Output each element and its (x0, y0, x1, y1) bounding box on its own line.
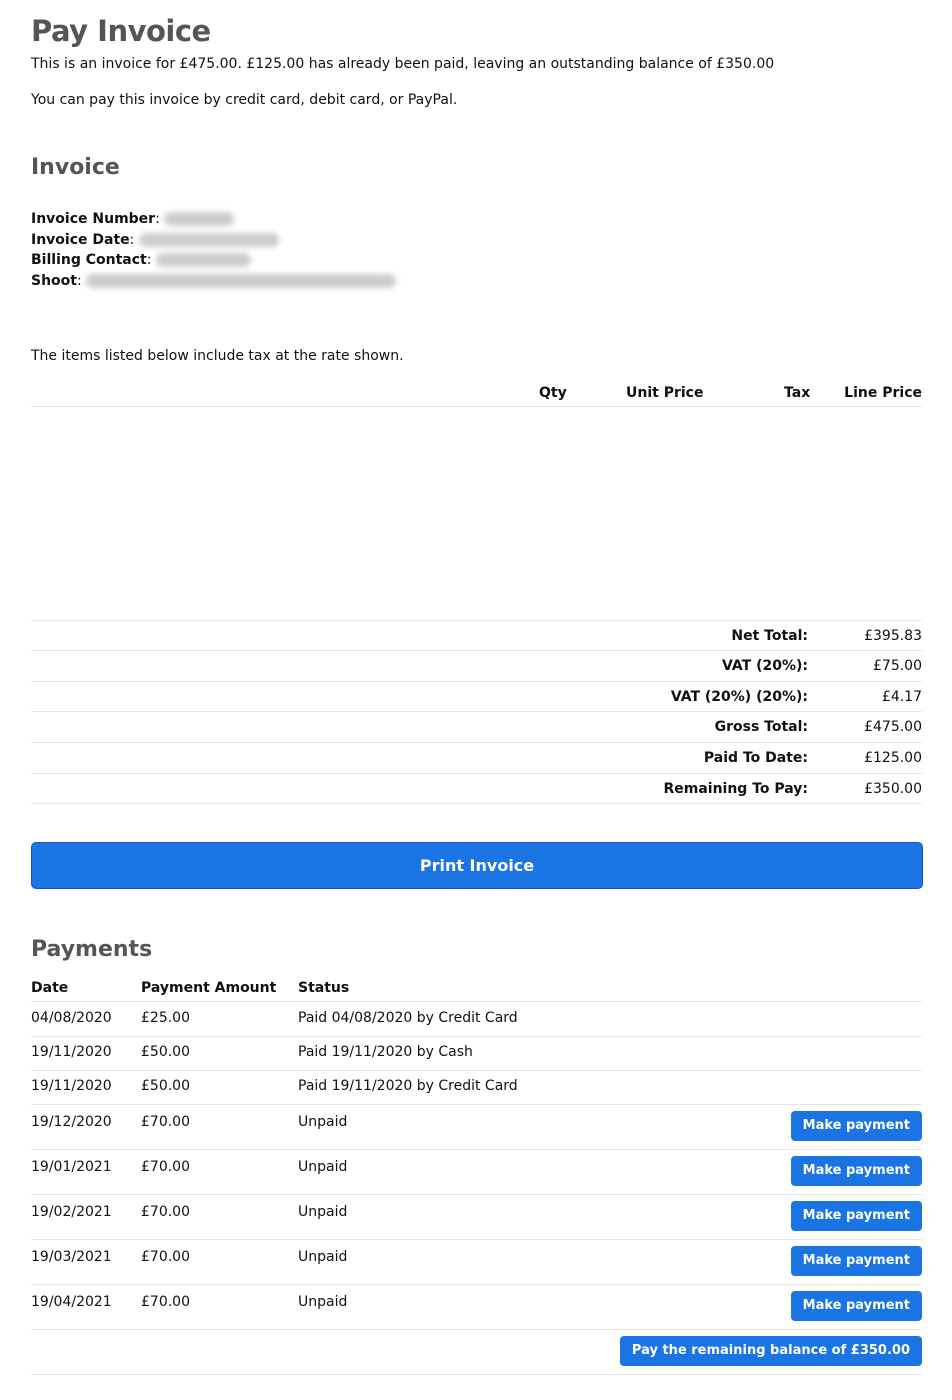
totals-row: Paid To Date: £125.00 (31, 745, 922, 775)
payment-row: 19/12/2020 £70.00 Unpaid Make payment (31, 1111, 922, 1156)
payment-date: 19/12/2020 (31, 1114, 112, 1130)
totals-row: VAT (20%) (20%): £4.17 (31, 684, 922, 714)
payment-amount: £70.00 (141, 1114, 190, 1130)
payment-row: 04/08/2020 £25.00 Paid 04/08/2020 by Cre… (31, 1009, 922, 1043)
col-qty: Qty (539, 385, 567, 401)
totals-value: £4.17 (881, 689, 922, 705)
totals-value: £75.00 (873, 658, 922, 674)
divider (31, 650, 922, 651)
print-invoice-button[interactable]: Print Invoice (31, 842, 923, 889)
divider (31, 742, 922, 743)
invoice-number-label: Invoice Number (31, 211, 156, 227)
payment-amount: £70.00 (141, 1294, 190, 1310)
divider (31, 1001, 922, 1002)
divider (31, 1070, 922, 1071)
shoot-label: Shoot (31, 272, 77, 289)
col-status: Status (298, 980, 350, 996)
totals-label: VAT (20%): (722, 658, 808, 674)
redacted-value (86, 273, 397, 288)
billing-contact-label: Billing Contact (31, 252, 147, 268)
col-date: Date (31, 980, 69, 996)
col-tax: Tax (784, 385, 811, 401)
totals-label: Remaining To Pay: (663, 781, 808, 797)
divider (31, 1036, 922, 1037)
payment-status: Unpaid (298, 1114, 348, 1130)
payment-date: 04/08/2020 (31, 1010, 112, 1026)
totals-row: VAT (20%): £75.00 (31, 653, 922, 683)
totals-value: £350.00 (864, 781, 922, 797)
payment-date: 19/11/2020 (31, 1044, 112, 1060)
payment-row: 19/01/2021 £70.00 Unpaid Make payment (31, 1156, 922, 1201)
payment-methods-note: You can pay this invoice by credit card,… (31, 92, 458, 108)
col-payment-amount: Payment Amount (141, 980, 277, 996)
redacted-value (164, 212, 235, 226)
payment-status: Paid 19/11/2020 by Credit Card (298, 1078, 518, 1094)
payment-amount: £70.00 (141, 1249, 190, 1265)
payment-status: Unpaid (298, 1204, 348, 1220)
payment-status: Unpaid (298, 1249, 348, 1265)
totals-label: Gross Total: (714, 719, 808, 735)
redacted-value (155, 253, 251, 267)
make-payment-button[interactable]: Make payment (790, 1156, 922, 1186)
totals-label: VAT (20%) (20%): (670, 689, 808, 705)
divider (31, 1149, 922, 1150)
totals-row: Remaining To Pay: £350.00 (31, 776, 922, 806)
payment-amount: £25.00 (141, 1010, 190, 1026)
payment-date: 19/01/2021 (31, 1159, 112, 1175)
payment-status: Unpaid (298, 1294, 348, 1310)
divider (31, 1104, 922, 1105)
redacted-value (138, 232, 279, 247)
make-payment-button[interactable]: Make payment (790, 1246, 922, 1276)
divider (31, 1284, 922, 1285)
page-title: Pay Invoice (31, 14, 211, 48)
totals-value: £395.83 (864, 628, 922, 644)
payment-amount: £50.00 (141, 1078, 190, 1094)
tax-note: The items listed below include tax at th… (31, 348, 404, 364)
invoice-heading: Invoice (31, 155, 120, 180)
payment-date: 19/11/2020 (31, 1078, 112, 1094)
payment-row: 19/11/2020 £50.00 Paid 19/11/2020 by Cas… (31, 1043, 922, 1077)
payment-date: 19/04/2021 (31, 1294, 112, 1310)
invoice-date-label: Invoice Date (31, 231, 130, 248)
invoice-summary: This is an invoice for £475.00. £125.00 … (31, 56, 775, 72)
make-payment-button[interactable]: Make payment (790, 1291, 922, 1321)
payment-row: 19/04/2021 £70.00 Unpaid Make payment (31, 1291, 922, 1336)
pay-all-row: Pay the remaining balance of £350.00 (31, 1336, 922, 1381)
col-unit-price: Unit Price (626, 385, 704, 401)
divider (31, 1329, 922, 1330)
pay-remaining-balance-button[interactable]: Pay the remaining balance of £350.00 (619, 1336, 922, 1366)
totals-value: £125.00 (864, 750, 922, 766)
payment-row: 19/02/2021 £70.00 Unpaid Make payment (31, 1201, 922, 1246)
make-payment-button[interactable]: Make payment (790, 1111, 922, 1141)
divider (31, 711, 922, 712)
divider (31, 681, 922, 682)
divider (31, 1239, 922, 1240)
payment-status: Paid 04/08/2020 by Credit Card (298, 1010, 518, 1026)
payment-date: 19/02/2021 (31, 1204, 112, 1220)
totals-row: Gross Total: £475.00 (31, 714, 922, 744)
divider (31, 620, 922, 621)
payment-date: 19/03/2021 (31, 1249, 112, 1265)
totals-value: £475.00 (864, 719, 922, 735)
totals-label: Paid To Date: (703, 750, 808, 766)
payment-row: 19/11/2020 £50.00 Paid 19/11/2020 by Cre… (31, 1077, 922, 1111)
divider (31, 1374, 922, 1375)
divider (31, 406, 922, 407)
make-payment-button[interactable]: Make payment (790, 1201, 922, 1231)
payments-heading: Payments (31, 937, 153, 962)
payment-status: Unpaid (298, 1159, 348, 1175)
totals-label: Net Total: (731, 628, 808, 644)
invoice-meta: Invoice Number: Invoice Date: Billing Co… (31, 209, 397, 291)
payment-row: 19/03/2021 £70.00 Unpaid Make payment (31, 1246, 922, 1291)
payment-status: Paid 19/11/2020 by Cash (298, 1044, 473, 1060)
payment-amount: £50.00 (141, 1044, 190, 1060)
col-line-price: Line Price (844, 385, 922, 401)
divider (31, 1194, 922, 1195)
divider (31, 773, 922, 774)
payment-amount: £70.00 (141, 1159, 190, 1175)
payment-amount: £70.00 (141, 1204, 190, 1220)
divider (31, 803, 922, 804)
totals-row: Net Total: £395.83 (31, 623, 922, 653)
